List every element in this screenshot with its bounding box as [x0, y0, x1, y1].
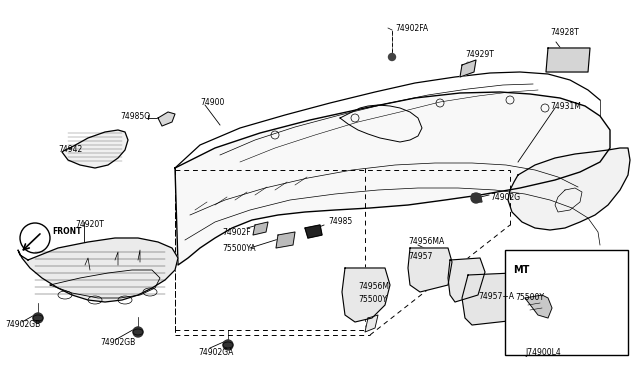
Circle shape	[471, 193, 481, 203]
Polygon shape	[472, 194, 482, 202]
Text: 74902F: 74902F	[222, 228, 251, 237]
Text: 74985Q: 74985Q	[120, 112, 150, 121]
Text: 74957: 74957	[408, 252, 433, 261]
Polygon shape	[276, 232, 295, 248]
Circle shape	[33, 313, 43, 323]
Polygon shape	[342, 268, 390, 322]
Bar	[505, 250, 628, 355]
Polygon shape	[448, 258, 485, 302]
Text: FRONT: FRONT	[52, 228, 81, 237]
Circle shape	[388, 54, 396, 61]
Circle shape	[133, 327, 143, 337]
Text: 74942: 74942	[58, 145, 83, 154]
Text: 75500Y: 75500Y	[358, 295, 387, 304]
Text: 74928T: 74928T	[550, 28, 579, 37]
Text: 74956M: 74956M	[358, 282, 389, 291]
Polygon shape	[508, 148, 630, 230]
Text: 74900: 74900	[200, 98, 225, 107]
Polygon shape	[175, 92, 610, 265]
Text: 74957+A: 74957+A	[478, 292, 514, 301]
Text: MT: MT	[513, 265, 529, 275]
Text: J74900L4: J74900L4	[525, 348, 561, 357]
Text: 74902GB: 74902GB	[100, 338, 135, 347]
Text: 74931M: 74931M	[550, 102, 581, 111]
Polygon shape	[18, 238, 178, 302]
Polygon shape	[525, 295, 552, 318]
Polygon shape	[365, 315, 378, 332]
Text: 74929T: 74929T	[465, 50, 494, 59]
Text: 74985: 74985	[328, 217, 352, 226]
Text: 74902GA: 74902GA	[198, 348, 234, 357]
Polygon shape	[253, 222, 268, 235]
Text: 74956MA: 74956MA	[408, 237, 444, 246]
Circle shape	[223, 340, 233, 350]
Polygon shape	[408, 248, 452, 292]
Polygon shape	[62, 130, 128, 168]
Text: 74902GB: 74902GB	[5, 320, 40, 329]
Polygon shape	[546, 48, 590, 72]
Polygon shape	[462, 272, 540, 325]
Text: 74902FA: 74902FA	[395, 24, 428, 33]
Polygon shape	[158, 112, 175, 126]
Text: 74902G: 74902G	[490, 193, 520, 202]
Polygon shape	[460, 60, 476, 77]
Text: 74920T: 74920T	[75, 220, 104, 229]
Text: 75500YA: 75500YA	[222, 244, 255, 253]
Text: 75500Y: 75500Y	[515, 293, 544, 302]
Polygon shape	[305, 225, 322, 238]
